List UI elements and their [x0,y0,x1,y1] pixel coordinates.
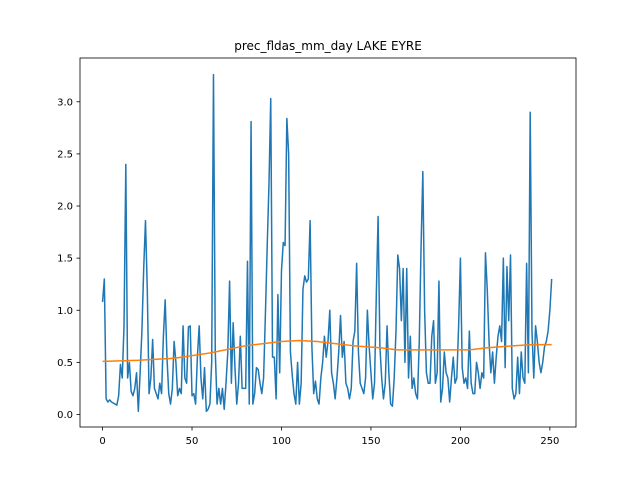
x-tick-label: 50 [186,436,199,447]
series-layer [101,73,553,413]
plot-frame [79,57,577,428]
y-tick-label: 2.5 [57,149,73,160]
series-line-1 [102,339,552,363]
y-tick-label: 3.0 [57,97,73,108]
x-tick-label: 250 [540,436,559,447]
y-tick-label: 1.0 [57,306,73,317]
x-tick-label: 200 [451,436,470,447]
x-tick-label: 0 [99,436,105,447]
y-axis: 0.0 0.5 1.0 1.5 2.0 2.5 3.0 [57,97,80,421]
x-tick-label: 100 [272,436,291,447]
y-tick-label: 0.5 [57,358,73,369]
series-line-0 [101,73,553,413]
y-tick-label: 1.5 [57,254,73,265]
y-tick-label: 0.0 [57,410,73,421]
x-axis: 0 50 100 150 200 250 [99,427,559,447]
x-tick-label: 150 [361,436,380,447]
chart-title: prec_fldas_mm_day LAKE EYRE [234,39,422,53]
y-tick-label: 2.0 [57,202,73,213]
